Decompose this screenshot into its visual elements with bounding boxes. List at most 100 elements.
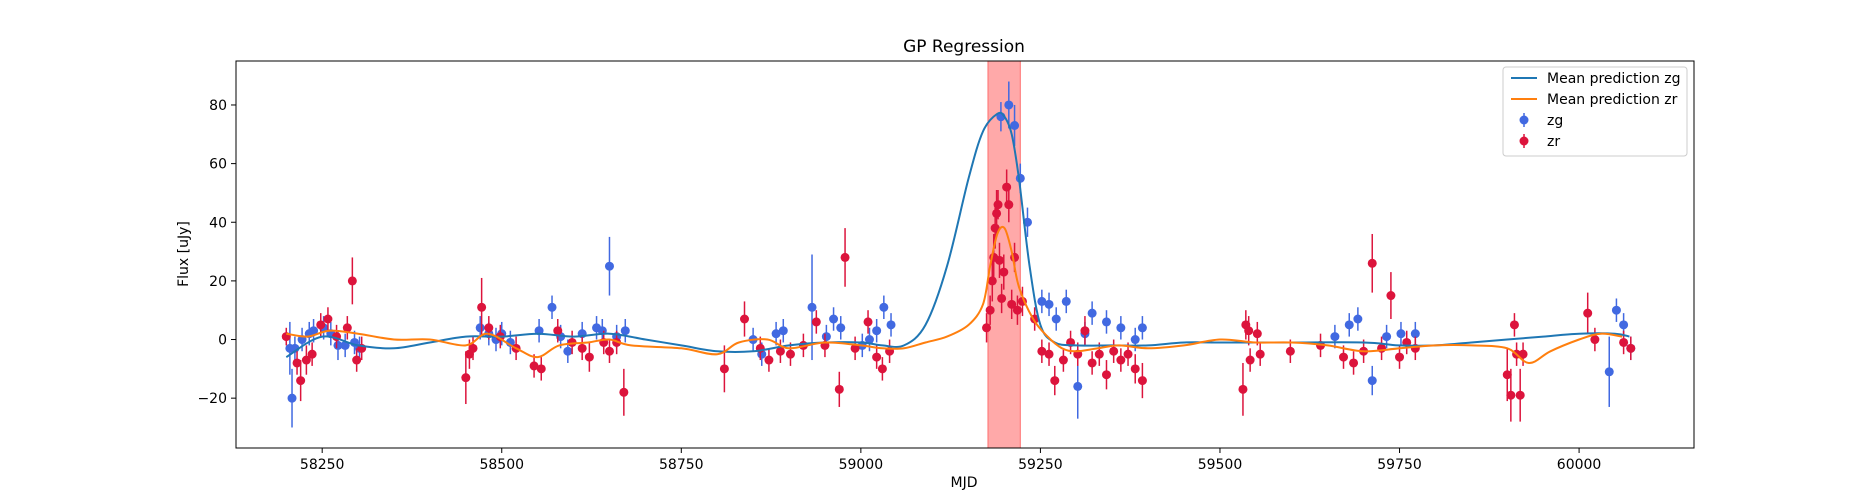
zr-point-19 bbox=[529, 361, 539, 371]
zr-point-75 bbox=[1130, 364, 1140, 374]
zr-point-101 bbox=[1590, 335, 1600, 345]
y-tick-label-0: 0 bbox=[218, 333, 227, 349]
zg-point-33 bbox=[829, 314, 839, 324]
zg-point-34 bbox=[836, 323, 846, 333]
x-tick-label-59750: 59750 bbox=[1377, 457, 1422, 473]
zr-point-99 bbox=[1518, 349, 1528, 359]
zr-point-46 bbox=[985, 305, 995, 315]
zr-point-86 bbox=[1349, 358, 1359, 368]
zr-point-77 bbox=[1238, 384, 1248, 394]
zg-point-65 bbox=[1619, 320, 1629, 330]
zg-point-12 bbox=[475, 323, 485, 333]
zr-point-96 bbox=[1509, 320, 1519, 330]
zg-point-30 bbox=[778, 326, 788, 336]
zr-point-33 bbox=[775, 346, 785, 356]
legend-swatch-zg bbox=[1519, 115, 1529, 125]
zg-point-31 bbox=[807, 302, 817, 312]
x-tick-label-58750: 58750 bbox=[659, 457, 704, 473]
mean-prediction-zg-line bbox=[285, 111, 1630, 358]
mean-prediction-zr-line bbox=[286, 225, 1623, 364]
plot-frame bbox=[235, 60, 1695, 449]
zr-point-47 bbox=[987, 276, 997, 286]
zr-point-30 bbox=[740, 314, 750, 324]
zr-point-64 bbox=[1050, 376, 1060, 386]
zr-point-98 bbox=[1515, 390, 1525, 400]
legend-swatch-zr bbox=[1519, 136, 1529, 146]
zr-point-4 bbox=[307, 349, 317, 359]
zr-point-45 bbox=[982, 323, 992, 333]
zr-point-29 bbox=[719, 364, 729, 374]
zr-point-62 bbox=[1037, 346, 1047, 356]
y-axis-label: Flux [uJy] bbox=[176, 221, 192, 287]
x-tick-label-59500: 59500 bbox=[1198, 457, 1243, 473]
zg-point-62 bbox=[1410, 329, 1420, 339]
zr-point-100 bbox=[1583, 308, 1593, 318]
zg-point-64 bbox=[1611, 305, 1621, 315]
zr-point-71 bbox=[1101, 370, 1111, 380]
zr-point-80 bbox=[1245, 355, 1255, 365]
x-tick-label-58500: 58500 bbox=[479, 457, 524, 473]
zr-point-102 bbox=[1619, 337, 1629, 347]
zr-point-10 bbox=[352, 355, 362, 365]
zr-point-36 bbox=[811, 317, 821, 327]
zr-point-28 bbox=[619, 387, 629, 397]
zg-point-63 bbox=[1604, 367, 1614, 377]
zg-point-46 bbox=[1044, 299, 1054, 309]
zr-point-57 bbox=[1007, 299, 1017, 309]
legend: Mean prediction zg Mean prediction zr zg… bbox=[1502, 66, 1688, 157]
zg-point-36 bbox=[864, 335, 874, 345]
zg-point-49 bbox=[1073, 381, 1083, 391]
zr-point-1 bbox=[292, 358, 302, 368]
zg-point-20 bbox=[563, 346, 573, 356]
zr-point-85 bbox=[1339, 352, 1349, 362]
zg-point-26 bbox=[620, 326, 630, 336]
zr-point-81 bbox=[1252, 329, 1262, 339]
zg-point-39 bbox=[886, 320, 896, 330]
zr-point-79 bbox=[1244, 326, 1254, 336]
zg-point-54 bbox=[1130, 335, 1140, 345]
zr-point-94 bbox=[1502, 370, 1512, 380]
zg-point-57 bbox=[1344, 320, 1354, 330]
zr-point-14 bbox=[468, 343, 478, 353]
axes-ticks: 58250 58500 58750 59000 59250 59500 59750 60000… bbox=[197, 98, 1601, 473]
zg-point-37 bbox=[872, 326, 882, 336]
zr-point-52 bbox=[994, 255, 1004, 265]
zr-point-39 bbox=[840, 252, 850, 262]
zr-point-82 bbox=[1255, 349, 1265, 359]
zr-point-103 bbox=[1626, 343, 1636, 353]
zr-point-43 bbox=[877, 364, 887, 374]
zr-point-72 bbox=[1109, 346, 1119, 356]
zr-point-8 bbox=[342, 323, 352, 333]
zr-point-56 bbox=[1004, 200, 1014, 210]
zr-point-42 bbox=[872, 352, 882, 362]
zr-point-40 bbox=[850, 343, 860, 353]
zr-point-50 bbox=[992, 208, 1002, 218]
plot-area bbox=[281, 60, 1636, 449]
zr-point-24 bbox=[584, 352, 594, 362]
zg-point-47 bbox=[1051, 314, 1061, 324]
zr-point-55 bbox=[1002, 182, 1012, 192]
zg-point-32 bbox=[821, 332, 831, 342]
zr-point-5 bbox=[316, 320, 326, 330]
zg-point-42 bbox=[1010, 121, 1020, 130]
zr-point-54 bbox=[999, 267, 1009, 277]
zr-point-74 bbox=[1123, 349, 1133, 359]
zg-point-41 bbox=[1004, 100, 1014, 110]
zg-point-55 bbox=[1137, 323, 1147, 333]
x-tick-label-59250: 59250 bbox=[1018, 457, 1063, 473]
zg-point-59 bbox=[1367, 376, 1377, 386]
zr-point-69 bbox=[1087, 358, 1097, 368]
zg-point-1 bbox=[287, 393, 297, 403]
zr-point-59 bbox=[1012, 305, 1022, 315]
zg-point-60 bbox=[1382, 332, 1392, 342]
zr-point-41 bbox=[863, 317, 873, 327]
zg-point-18 bbox=[547, 302, 557, 312]
zr-point-6 bbox=[323, 314, 333, 324]
x-tick-label-58250: 58250 bbox=[300, 457, 345, 473]
zg-point-58 bbox=[1353, 314, 1363, 324]
zr-point-49 bbox=[990, 223, 1000, 233]
zg-point-48 bbox=[1061, 296, 1071, 306]
zr-point-21 bbox=[553, 326, 563, 336]
x-tick-label-60000: 60000 bbox=[1557, 457, 1602, 473]
legend-label-mean-zg: Mean prediction zg bbox=[1547, 71, 1681, 87]
